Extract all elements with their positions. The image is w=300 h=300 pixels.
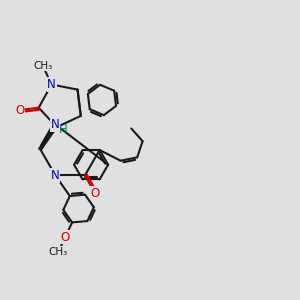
Text: H: H [59,123,68,136]
Text: O: O [91,187,100,200]
Text: N: N [47,78,56,91]
Text: N: N [51,118,60,131]
Text: N: N [51,169,60,182]
Text: O: O [15,103,24,116]
Text: CH₃: CH₃ [49,247,68,257]
Text: O: O [61,231,70,244]
Text: CH₃: CH₃ [33,61,52,71]
